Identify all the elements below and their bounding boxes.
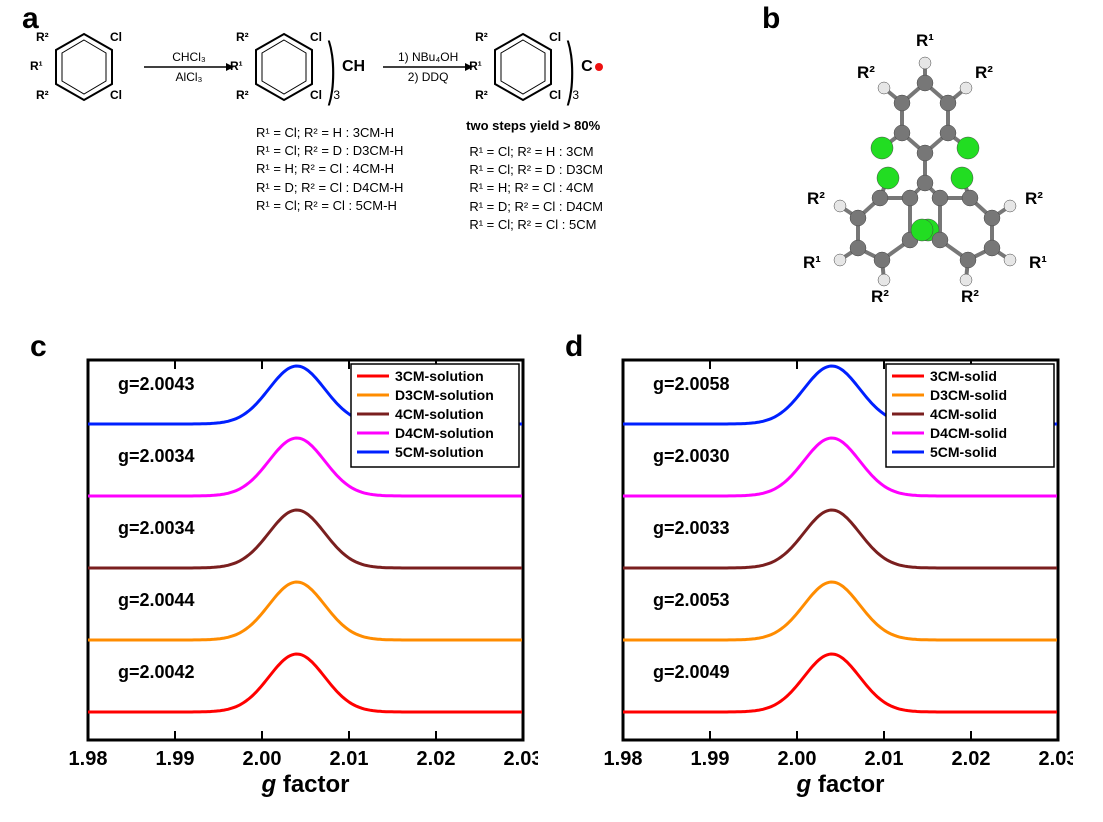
svg-text:3CM-solution: 3CM-solution	[395, 368, 484, 384]
svg-text:1.98: 1.98	[69, 748, 108, 770]
svg-text:R²: R²	[1025, 189, 1043, 208]
subst-r2b: R²	[36, 88, 49, 102]
svg-text:2.02: 2.02	[952, 748, 991, 770]
radical-dot-icon	[595, 63, 603, 71]
product: R¹ R² R² Cl Cl )3 C	[487, 26, 603, 108]
svg-text:D3CM-solid: D3CM-solid	[930, 387, 1007, 403]
svg-text:g=2.0043: g=2.0043	[118, 374, 195, 394]
sm-benzene: R¹ R² R² Cl Cl	[48, 26, 120, 108]
svg-text:4CM-solid: 4CM-solid	[930, 406, 997, 422]
svg-text:2.00: 2.00	[243, 748, 282, 770]
svg-text:g=2.0042: g=2.0042	[118, 662, 195, 682]
svg-text:5CM-solution: 5CM-solution	[395, 444, 484, 460]
svg-text:g=2.0044: g=2.0044	[118, 590, 195, 610]
tail-ch: CH	[342, 58, 365, 76]
yield-text: two steps yield > 80%	[463, 118, 603, 133]
subst-cl2: Cl	[110, 88, 122, 102]
svg-text:R¹: R¹	[1029, 253, 1047, 272]
svg-text:g=2.0053: g=2.0053	[653, 590, 730, 610]
svg-text:D3CM-solution: D3CM-solution	[395, 387, 494, 403]
svg-text:2.03: 2.03	[504, 748, 538, 770]
epr-chart-solution: 1.98 1.99 2.00 2.01 2.02 2.03 g factor g=2.0042…	[28, 340, 538, 800]
svg-text:g factor: g factor	[260, 771, 349, 798]
svg-text:3CM-solid: 3CM-solid	[930, 368, 997, 384]
svg-text:2.01: 2.01	[865, 748, 904, 770]
rxn-arrow-2: 1) NBu₄OH 2) DDQ	[383, 50, 473, 84]
svg-text:g=2.0034: g=2.0034	[118, 518, 195, 538]
svg-text:2.00: 2.00	[778, 748, 817, 770]
intermediate: R¹ R² R² Cl Cl )3 CH	[248, 26, 365, 108]
spec-list-product: R¹ = Cl; R² = H : 3CMR¹ = Cl; R² = D : D…	[469, 143, 603, 234]
reaction-scheme: R¹ R² R² Cl Cl CHCl₃ AlCl₃ R¹ R² R² Cl	[20, 8, 760, 318]
svg-text:2.03: 2.03	[1039, 748, 1073, 770]
subst-cl: Cl	[110, 30, 122, 44]
svg-text:R²: R²	[857, 63, 875, 82]
svg-text:g=2.0049: g=2.0049	[653, 662, 730, 682]
svg-text:R²: R²	[961, 287, 979, 306]
svg-text:5CM-solid: 5CM-solid	[930, 444, 997, 460]
subst-r2: R²	[36, 30, 49, 44]
svg-text:R¹: R¹	[916, 31, 934, 50]
svg-text:g=2.0030: g=2.0030	[653, 446, 730, 466]
svg-text:g=2.0058: g=2.0058	[653, 374, 730, 394]
epr-chart-solid: 1.98 1.99 2.00 2.01 2.02 2.03 g factor g=2.0049…	[563, 340, 1073, 800]
svg-text:D4CM-solid: D4CM-solid	[930, 425, 1007, 441]
tail-c: C	[581, 58, 593, 76]
svg-text:g=2.0034: g=2.0034	[118, 446, 195, 466]
reagent-1-bot: AlCl₃	[176, 70, 203, 84]
spec-list-intermediate: R¹ = Cl; R² = H : 3CM-HR¹ = Cl; R² = D :…	[256, 124, 403, 215]
svg-text:R²: R²	[871, 287, 889, 306]
svg-text:1.99: 1.99	[156, 748, 195, 770]
molecule-3d: R¹ R² R² R¹ R² R² R¹ R² R²	[760, 8, 1090, 318]
subst-r1: R¹	[30, 59, 43, 73]
svg-text:R²: R²	[975, 63, 993, 82]
svg-text:1.98: 1.98	[604, 748, 643, 770]
rxn-arrow-1: CHCl₃ AlCl₃	[144, 50, 234, 84]
svg-text:1.99: 1.99	[691, 748, 730, 770]
svg-text:D4CM-solution: D4CM-solution	[395, 425, 494, 441]
reagent-2-bot: 2) DDQ	[408, 70, 449, 84]
svg-text:g factor: g factor	[795, 771, 884, 798]
svg-text:R²: R²	[807, 189, 825, 208]
svg-text:4CM-solution: 4CM-solution	[395, 406, 484, 422]
svg-text:R¹: R¹	[803, 253, 821, 272]
svg-text:g=2.0033: g=2.0033	[653, 518, 730, 538]
svg-text:2.01: 2.01	[330, 748, 369, 770]
svg-text:2.02: 2.02	[417, 748, 456, 770]
